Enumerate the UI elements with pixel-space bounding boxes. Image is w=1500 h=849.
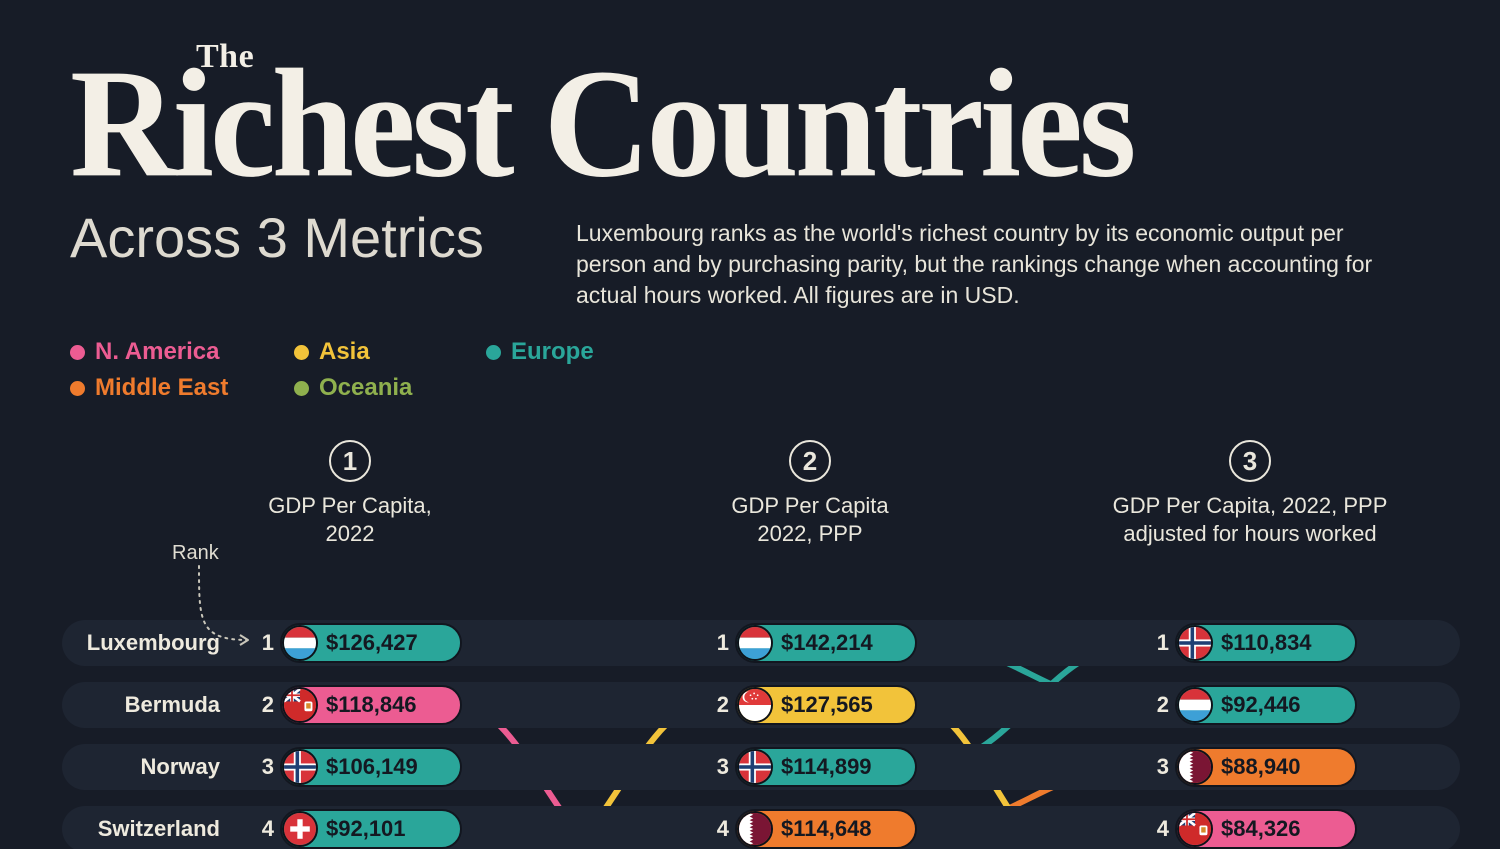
title-subtitle: Across 3 Metrics bbox=[70, 205, 484, 270]
column-header: 3 GDP Per Capita, 2022, PPPadjusted for h… bbox=[1080, 440, 1420, 547]
rank-number: 4 bbox=[709, 816, 729, 842]
rank-number: 3 bbox=[254, 754, 274, 780]
legend-item: Oceania bbox=[294, 374, 452, 402]
rank-number: 1 bbox=[254, 630, 274, 656]
value-pill: $118,846 bbox=[280, 685, 462, 725]
legend-label: Europe bbox=[511, 338, 594, 366]
infographic: The Richest Countries Across 3 Metrics L… bbox=[0, 0, 1500, 849]
flag-icon bbox=[737, 625, 773, 661]
column-number-badge: 3 bbox=[1229, 440, 1271, 482]
flag-icon bbox=[1177, 687, 1213, 723]
country-label: Norway bbox=[20, 754, 220, 780]
legend-dot-icon bbox=[294, 381, 309, 396]
legend-dot-icon bbox=[70, 381, 85, 396]
title-main: Richest Countries bbox=[70, 50, 1132, 198]
value-label: $88,940 bbox=[1221, 754, 1301, 780]
legend-label: Asia bbox=[319, 338, 370, 366]
column-label: GDP Per Capita, 2022, PPPadjusted for ho… bbox=[1080, 492, 1420, 547]
value-label: $106,149 bbox=[326, 754, 418, 780]
value-pill: $114,899 bbox=[735, 747, 917, 787]
column-header: 1 GDP Per Capita,2022 bbox=[180, 440, 520, 547]
title-block: The Richest Countries bbox=[70, 38, 1132, 195]
value-pill: $92,446 bbox=[1175, 685, 1357, 725]
value-label: $84,326 bbox=[1221, 816, 1301, 842]
value-label: $114,648 bbox=[781, 816, 872, 842]
legend-item: N. America bbox=[70, 338, 260, 366]
flag-icon bbox=[282, 687, 318, 723]
value-label: $92,446 bbox=[1221, 692, 1301, 718]
legend: N. America Asia Europe Middle East Oceania bbox=[70, 338, 626, 410]
legend-label: N. America bbox=[95, 338, 220, 366]
legend-item: Europe bbox=[486, 338, 626, 366]
flag-icon bbox=[282, 625, 318, 661]
column-header: 2 GDP Per Capita2022, PPP bbox=[640, 440, 980, 547]
country-label: Bermuda bbox=[20, 692, 220, 718]
rank-number: 4 bbox=[1149, 816, 1169, 842]
value-pill: $106,149 bbox=[280, 747, 462, 787]
flag-icon bbox=[282, 749, 318, 785]
country-label: Switzerland bbox=[20, 816, 220, 842]
value-pill: $92,101 bbox=[280, 809, 462, 849]
column-label: GDP Per Capita2022, PPP bbox=[640, 492, 980, 547]
rank-number: 2 bbox=[1149, 692, 1169, 718]
column-number-badge: 1 bbox=[329, 440, 371, 482]
legend-dot-icon bbox=[294, 345, 309, 360]
flag-icon bbox=[737, 687, 773, 723]
rank-number: 1 bbox=[709, 630, 729, 656]
flag-icon bbox=[737, 811, 773, 847]
legend-item: Middle East bbox=[70, 374, 260, 402]
rank-number: 2 bbox=[709, 692, 729, 718]
country-label: Luxembourg bbox=[20, 630, 220, 656]
legend-dot-icon bbox=[70, 345, 85, 360]
value-pill: $88,940 bbox=[1175, 747, 1357, 787]
flag-icon bbox=[1177, 625, 1213, 661]
column-number-badge: 2 bbox=[789, 440, 831, 482]
flag-icon bbox=[737, 749, 773, 785]
rank-header-label: Rank bbox=[172, 542, 219, 565]
column-label: GDP Per Capita,2022 bbox=[180, 492, 520, 547]
legend-item: Asia bbox=[294, 338, 452, 366]
flag-icon bbox=[1177, 749, 1213, 785]
flag-icon bbox=[1177, 811, 1213, 847]
rank-number: 2 bbox=[254, 692, 274, 718]
value-pill: $126,427 bbox=[280, 623, 462, 663]
rank-number: 3 bbox=[1149, 754, 1169, 780]
value-pill: $114,648 bbox=[735, 809, 917, 849]
value-pill: $142,214 bbox=[735, 623, 917, 663]
value-pill: $110,834 bbox=[1175, 623, 1357, 663]
value-label: $118,846 bbox=[326, 692, 417, 718]
value-label: $110,834 bbox=[1221, 630, 1312, 656]
rank-number: 3 bbox=[709, 754, 729, 780]
intro-paragraph: Luxembourg ranks as the world's richest … bbox=[576, 218, 1386, 311]
legend-label: Oceania bbox=[319, 374, 412, 402]
value-pill: $84,326 bbox=[1175, 809, 1357, 849]
value-label: $114,899 bbox=[781, 754, 872, 780]
flag-icon bbox=[282, 811, 318, 847]
value-label: $126,427 bbox=[326, 630, 418, 656]
value-label: $142,214 bbox=[781, 630, 873, 656]
rank-number: 4 bbox=[254, 816, 274, 842]
value-label: $127,565 bbox=[781, 692, 873, 718]
value-label: $92,101 bbox=[326, 816, 406, 842]
value-pill: $127,565 bbox=[735, 685, 917, 725]
rank-number: 1 bbox=[1149, 630, 1169, 656]
legend-dot-icon bbox=[486, 345, 501, 360]
legend-label: Middle East bbox=[95, 374, 228, 402]
